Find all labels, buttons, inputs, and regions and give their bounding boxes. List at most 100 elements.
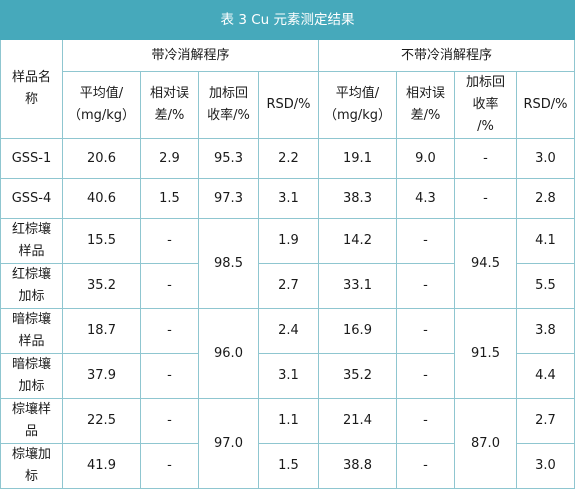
cell-b-rsd: 2.8 [515,178,575,219]
cell-b-relative-error: - [396,353,455,399]
cell-b-average: 19.1 [318,138,397,179]
row-label-line-1: 棕壤样 [11,402,51,417]
row-label-line-1: 暗棕壤 [11,357,51,372]
cell-b-relative-error: - [396,263,455,309]
cell-a-relative-error: 1.5 [140,178,199,219]
row-label-line-2: 品 [24,424,38,439]
col-a-recovery-line-2: 收率/% [207,108,250,123]
cell-a-rsd: 1.1 [258,398,319,444]
col-a-relative-error-line-1: 相对误 [149,86,189,101]
cell-b-recovery: 91.5 [454,308,517,399]
row-label: 红棕壤 加标 [0,263,63,309]
row-label: GSS-4 [0,178,63,219]
col-a-rsd: RSD/% [258,71,319,139]
row-label-line-2: 加标 [18,289,45,304]
cell-a-average: 18.7 [62,308,141,354]
cell-b-rsd: 3.8 [515,308,575,354]
cell-a-average: 35.2 [62,263,141,309]
cell-a-average: 40.6 [62,178,141,219]
col-a-recovery: 加标回收率/% [198,71,259,139]
cell-b-relative-error: - [396,308,455,354]
cell-b-relative-error: - [396,398,455,444]
cell-b-rsd: 5.5 [515,263,575,309]
col-b-average-line-2: （mg/kg） [323,108,392,123]
col-b-rsd: RSD/% [515,71,575,139]
cell-a-rsd: 2.2 [258,138,319,179]
cell-b-rsd: 2.7 [515,398,575,444]
cell-a-average: 20.6 [62,138,141,179]
cell-a-rsd: 3.1 [258,178,319,219]
col-b-recovery-line-1: 加标回 [465,75,505,90]
cell-b-recovery: 94.5 [454,218,517,309]
row-label: GSS-1 [0,138,63,179]
cell-b-average: 38.3 [318,178,397,219]
cell-a-rsd: 1.5 [258,443,319,489]
row-label-line-1: 暗棕壤 [11,312,51,327]
col-b-relative-error: 相对误 差/% [396,71,455,139]
row-label-line-2: 加标 [18,379,45,394]
table-title: 表 3 Cu 元素测定结果 [0,0,575,40]
table-row: 红棕壤加标 35.2 - 2.7 33.1 - 5.5 [0,263,575,309]
sample-name-header-line-1: 样品名 [11,70,51,85]
cell-a-relative-error: - [140,443,199,489]
row-label-line-2: 标 [24,469,38,484]
cell-b-average: 21.4 [318,398,397,444]
cell-a-rsd: 3.1 [258,353,319,399]
cell-a-rsd: 2.7 [258,263,319,309]
table-row: 棕壤样品 22.5 - 97.0 1.1 21.4 - 87.0 2.7 [0,398,575,489]
cell-a-recovery: 95.3 [198,138,259,179]
col-b-average-line-1: 平均值/ [335,86,380,101]
col-b-recovery-line-3: /% [477,119,494,134]
cell-b-recovery: - [454,178,517,219]
cell-a-recovery: 97.0 [198,398,259,489]
cell-a-recovery: 97.3 [198,178,259,219]
cell-a-relative-error: 2.9 [140,138,199,179]
cell-a-relative-error: - [140,398,199,444]
cell-b-rsd: 4.4 [515,353,575,399]
cell-a-relative-error: - [140,218,199,264]
col-a-relative-error-line-2: 差/% [154,108,185,123]
cell-a-recovery: 98.5 [198,218,259,309]
sample-name-header: 样品名称 [0,39,63,139]
cell-b-recovery: - [454,138,517,179]
cell-a-rsd: 1.9 [258,218,319,264]
row-label: 暗棕壤 样品 [0,308,63,354]
cell-a-relative-error: - [140,263,199,309]
cell-a-relative-error: - [140,308,199,354]
cell-b-recovery: 87.0 [454,398,517,489]
row-label-line-1: 红棕壤 [11,222,51,237]
col-b-recovery-line-2: 收率 [472,97,499,112]
group-header-without-cold: 不带冷消解程序 [317,39,575,72]
table-row: 红棕壤 样品 15.5 - 98.5 1.9 14.2 - 94.5 4.1 [0,218,575,309]
row-label: 棕壤样品 [0,398,63,444]
col-a-average: 平均值/ （mg/kg） [62,71,141,139]
cell-b-average: 33.1 [318,263,397,309]
row-label: 棕壤加标 [0,443,63,489]
row-label-line-2: 样品 [18,244,45,259]
row-label: 红棕壤 样品 [0,218,63,264]
cell-a-average: 22.5 [62,398,141,444]
cell-a-relative-error: - [140,353,199,399]
cell-b-average: 35.2 [318,353,397,399]
col-a-recovery-line-1: 加标回 [208,86,248,101]
cell-b-rsd: 4.1 [515,218,575,264]
col-b-average: 平均值/ （mg/kg） [318,71,397,139]
col-a-average-line-2: （mg/kg） [67,108,136,123]
sample-name-header-line-2: 称 [24,92,38,107]
col-b-relative-error-line-1: 相对误 [405,86,445,101]
cell-a-rsd: 2.4 [258,308,319,354]
row-label-line-1: 红棕壤 [11,267,51,282]
cell-b-relative-error: 4.3 [396,178,455,219]
cell-b-rsd: 3.0 [515,443,575,489]
cell-b-average: 38.8 [318,443,397,489]
col-b-recovery: 加标回收率 /% [454,71,517,139]
col-a-relative-error: 相对误差/% [140,71,199,139]
cell-a-average: 15.5 [62,218,141,264]
group-header-with-cold: 带冷消解程序 [62,39,319,72]
cell-a-average: 41.9 [62,443,141,489]
row-label-line-1: 棕壤加 [11,447,51,462]
cell-b-rsd: 3.0 [515,138,575,179]
table-row: 暗棕壤 样品 18.7 - 96.0 2.4 16.9 - 91.5 3.8 [0,308,575,399]
